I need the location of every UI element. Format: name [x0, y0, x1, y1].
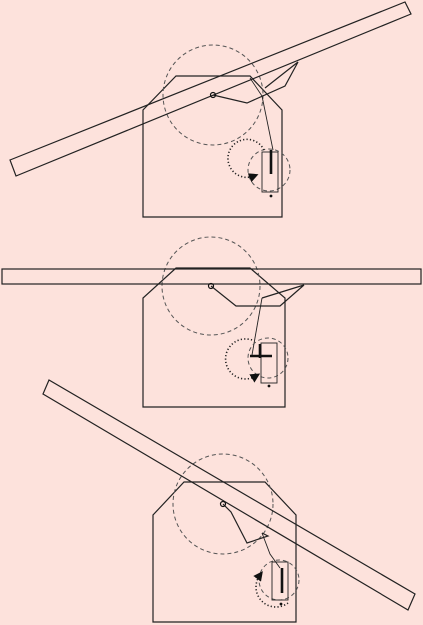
pivot-range-circle	[162, 44, 264, 146]
cam-plate	[210, 284, 305, 307]
tilted-beam	[42, 379, 416, 611]
rotation-arrow	[224, 338, 261, 383]
panel-middle	[1, 236, 422, 408]
link-rod	[251, 297, 263, 356]
slider-block	[260, 342, 278, 384]
panel-bottom	[42, 379, 416, 623]
slider-pin	[269, 194, 273, 198]
panel-top	[9, 1, 412, 218]
crank-range-circle	[247, 148, 291, 192]
slider-pin	[267, 384, 271, 388]
pivot-point	[209, 91, 217, 99]
housing-body	[142, 267, 286, 408]
cam-plate	[212, 61, 299, 104]
link-rod	[249, 77, 274, 151]
pivot-range-circle	[172, 453, 274, 555]
slider-pin	[279, 602, 283, 606]
horizontal-beam	[1, 268, 422, 285]
crank-range-circle	[247, 337, 289, 379]
tilted-beam	[9, 1, 412, 177]
pivot-range-circle	[161, 236, 261, 336]
pivot-point	[207, 282, 215, 290]
housing-body	[142, 75, 283, 218]
link-rod	[261, 532, 281, 569]
pivot-point	[219, 500, 227, 508]
rotation-arrow	[253, 571, 289, 608]
slider-block	[271, 561, 289, 601]
housing-body	[152, 481, 297, 623]
rotation-arrow	[227, 138, 265, 183]
cam-plate	[222, 503, 270, 544]
